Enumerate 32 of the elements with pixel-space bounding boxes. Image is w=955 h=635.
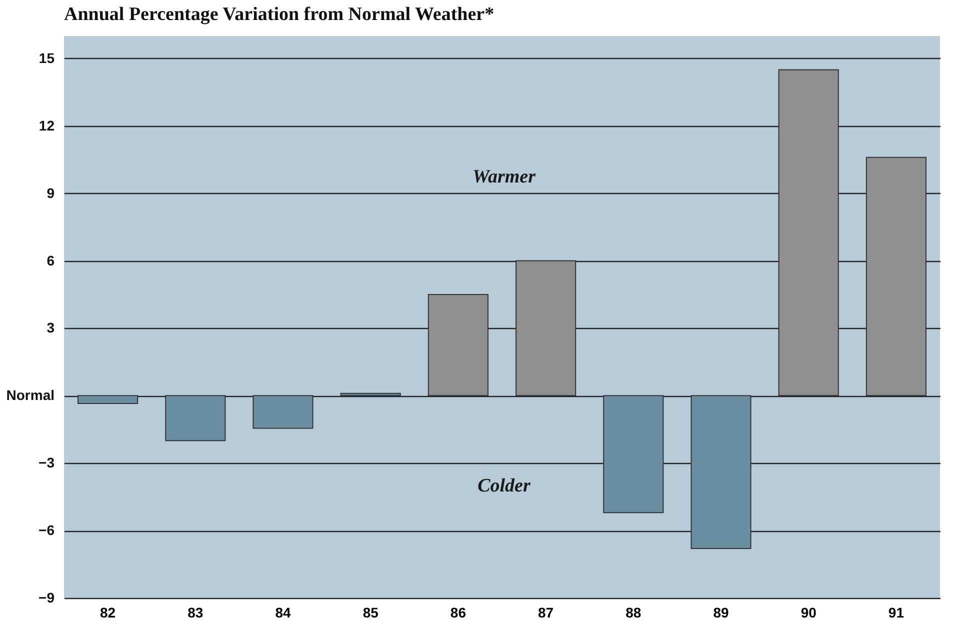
chart-title: Annual Percentage Variation from Normal Weather* [64,4,494,25]
bar [428,294,488,396]
bar [78,395,138,404]
bar [165,395,226,442]
bar [252,395,314,429]
x-tick-label: 87 [538,604,554,620]
bar [603,395,664,514]
y-tick-label: Normal [6,387,54,404]
y-tick-label: 12 [38,117,55,134]
y-tick-label: 15 [38,50,55,66]
y-tick-label: −3 [38,454,55,471]
x-tick-label: 88 [626,604,642,620]
y-tick-label: 6 [46,252,55,268]
bar [866,156,926,396]
x-tick-label: 91 [888,604,904,620]
x-tick-label: 89 [713,604,729,620]
bar [778,69,839,396]
x-tick-label: 84 [275,604,291,620]
x-tick-label: 85 [362,604,379,620]
annotation: Colder [478,476,531,497]
bar [340,392,401,396]
y-tick-label: −6 [38,522,55,538]
y-tick-label: 9 [46,184,55,201]
x-tick-label: 82 [100,604,116,620]
y-tick-label: 3 [46,320,55,336]
x-tick-label: 90 [800,604,817,620]
bar [690,395,752,550]
x-tick-label: 83 [188,604,204,620]
x-tick-label: 86 [450,604,466,620]
annotation: Warmer [472,166,536,188]
bar [516,260,576,396]
y-tick-label: −9 [38,590,55,606]
